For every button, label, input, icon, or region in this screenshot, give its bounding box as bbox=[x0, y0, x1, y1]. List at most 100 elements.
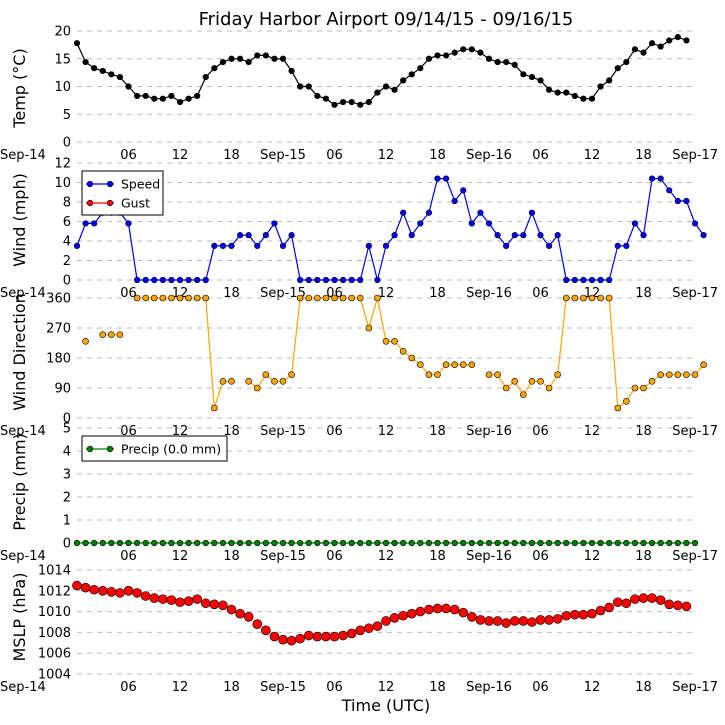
data-point bbox=[494, 232, 501, 239]
y-tick-label: 0 bbox=[63, 136, 71, 151]
data-point bbox=[99, 331, 107, 338]
data-point bbox=[262, 371, 270, 378]
data-point bbox=[623, 58, 630, 66]
series-line-Speed bbox=[76, 178, 705, 281]
x-tick-label: 06 bbox=[532, 549, 549, 564]
x-tick-label: 18 bbox=[223, 549, 240, 564]
data-point bbox=[331, 539, 338, 547]
x-tick-label: Sep-16 bbox=[466, 424, 512, 439]
data-point bbox=[537, 539, 544, 547]
data-point bbox=[391, 86, 398, 93]
data-point bbox=[467, 611, 477, 622]
data-point bbox=[151, 539, 158, 547]
y-tick-label: 180 bbox=[46, 352, 71, 367]
data-point bbox=[399, 348, 407, 355]
x-axis-label: Time (UTC) bbox=[341, 696, 430, 715]
y-tick-label: 12 bbox=[54, 157, 71, 172]
data-point bbox=[700, 232, 707, 239]
data-point bbox=[142, 539, 149, 547]
data-point bbox=[648, 175, 656, 182]
data-point bbox=[202, 294, 210, 302]
data-point bbox=[537, 378, 544, 385]
data-point bbox=[176, 276, 184, 284]
data-point bbox=[202, 73, 209, 81]
data-point bbox=[271, 378, 278, 385]
data-point bbox=[640, 49, 647, 56]
data-point bbox=[545, 242, 553, 249]
data-point bbox=[674, 197, 681, 205]
data-point bbox=[630, 594, 640, 604]
data-point bbox=[348, 539, 355, 547]
data-point bbox=[305, 276, 312, 284]
x-tick-label: 12 bbox=[172, 424, 189, 439]
y-axis-label: Precip (mm) bbox=[10, 433, 29, 531]
data-point bbox=[116, 539, 124, 547]
data-point bbox=[228, 378, 235, 385]
data-point bbox=[296, 294, 304, 302]
data-point bbox=[614, 539, 621, 547]
data-point bbox=[346, 628, 357, 639]
data-point bbox=[503, 539, 510, 547]
data-point bbox=[571, 294, 579, 302]
data-point bbox=[209, 599, 220, 610]
data-point bbox=[159, 539, 166, 547]
data-point bbox=[253, 384, 261, 392]
x-tick-label: 18 bbox=[429, 549, 446, 564]
y-axis-label: MSLP (hPa) bbox=[10, 573, 29, 662]
data-point bbox=[357, 276, 364, 284]
data-point bbox=[503, 242, 510, 249]
x-tick-label: 12 bbox=[584, 680, 601, 695]
x-tick-label: 06 bbox=[532, 148, 549, 163]
data-point bbox=[158, 594, 168, 604]
data-point bbox=[424, 604, 434, 615]
data-point bbox=[597, 294, 604, 302]
data-point bbox=[432, 603, 443, 614]
data-point bbox=[631, 539, 639, 547]
data-point bbox=[451, 197, 458, 205]
data-point bbox=[492, 616, 503, 626]
x-tick-label: Sep-17 bbox=[672, 549, 718, 564]
x-tick-label: 18 bbox=[635, 424, 652, 439]
data-point bbox=[288, 539, 295, 547]
x-tick-label: 18 bbox=[635, 148, 652, 163]
data-point bbox=[648, 378, 656, 385]
data-point bbox=[219, 378, 227, 385]
data-point bbox=[494, 539, 501, 547]
data-point bbox=[106, 587, 117, 597]
data-point bbox=[211, 65, 218, 72]
data-point bbox=[348, 294, 355, 302]
data-point bbox=[322, 539, 330, 547]
y-tick-label: 1014 bbox=[38, 564, 71, 579]
data-point bbox=[329, 631, 340, 642]
data-point bbox=[415, 606, 426, 617]
y-tick-label: 2 bbox=[63, 254, 71, 269]
data-point bbox=[151, 95, 158, 102]
data-point bbox=[73, 539, 81, 547]
data-point bbox=[91, 220, 98, 227]
data-point bbox=[305, 539, 312, 547]
y-axis-label: Temp (°C) bbox=[10, 48, 29, 128]
data-point bbox=[535, 615, 546, 625]
x-tick-label: 12 bbox=[378, 286, 395, 301]
data-point bbox=[365, 539, 372, 547]
data-point bbox=[99, 539, 106, 547]
data-point bbox=[202, 276, 209, 284]
data-point bbox=[305, 294, 313, 302]
data-point bbox=[442, 539, 450, 547]
data-point bbox=[211, 242, 218, 249]
data-point bbox=[73, 242, 81, 249]
data-point bbox=[245, 539, 252, 547]
data-point bbox=[185, 95, 192, 102]
data-point bbox=[133, 539, 141, 547]
panel-wind: 0 2 4 6 8 10 12 Wind (mph) Sep-14 06 12 18 Sep-15 06 1… bbox=[0, 157, 718, 302]
data-point bbox=[194, 92, 201, 100]
x-tick-label: 18 bbox=[635, 680, 652, 695]
y-tick-label: 4 bbox=[63, 445, 71, 460]
x-tick-label: 12 bbox=[378, 549, 395, 564]
data-point bbox=[655, 595, 666, 605]
data-point bbox=[278, 634, 288, 645]
data-point bbox=[460, 539, 467, 547]
series-line-Direction bbox=[489, 297, 705, 410]
data-point bbox=[552, 614, 563, 624]
data-point bbox=[674, 539, 681, 547]
